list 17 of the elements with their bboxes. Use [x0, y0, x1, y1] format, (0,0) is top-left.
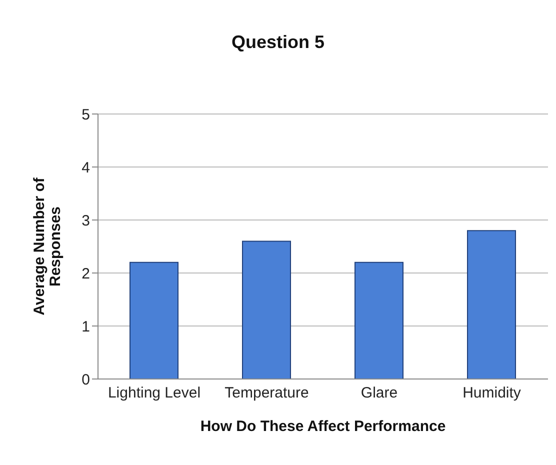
y-tick-label: 5 [82, 106, 90, 124]
y-axis-title: Average Number of Responses [31, 176, 64, 316]
y-tick-label: 0 [82, 371, 90, 388]
x-tick-label: Lighting Level [108, 384, 201, 402]
bar [467, 230, 516, 379]
x-tick-label: Glare [360, 384, 398, 402]
y-tick-label: 1 [82, 318, 90, 336]
y-tick-label: 4 [82, 159, 90, 176]
x-tick-label: Humidity [462, 384, 522, 402]
x-axis-title: How Do These Affect Performance [200, 418, 446, 435]
y-tick-label: 3 [82, 212, 90, 230]
y-tick-label: 2 [82, 265, 90, 282]
chart-title: Question 5 [230, 32, 326, 53]
x-tick-label: Temperature [224, 384, 309, 402]
bar [242, 240, 291, 379]
bar [130, 262, 178, 379]
bar [354, 262, 404, 379]
